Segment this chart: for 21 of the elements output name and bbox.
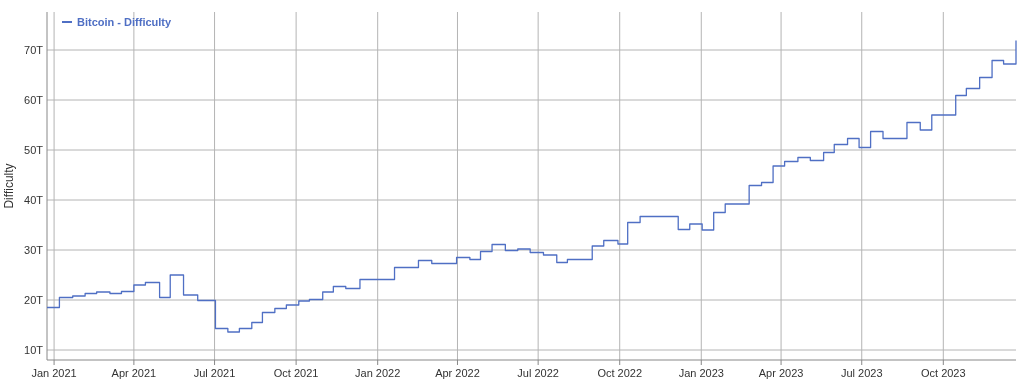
y-tick-label: 50T [24,144,44,156]
x-tick-label: Apr 2022 [435,367,480,379]
x-tick-label: Jan 2021 [31,367,77,379]
x-tick-label: Jul 2023 [840,367,883,379]
x-tick-label: Jul 2022 [517,367,559,379]
y-tick-label: 10T [24,344,44,356]
y-tick-label: 40T [24,194,44,206]
x-tick-label: Oct 2022 [597,367,643,379]
x-tick-label: Jan 2023 [678,367,724,379]
x-tick-label: Apr 2021 [111,367,157,379]
x-tick-label: Oct 2021 [273,367,319,379]
x-tick-label: Jan 2022 [355,367,401,379]
x-tick-label: Apr 2023 [758,367,804,379]
legend-label: Bitcoin - Difficulty [77,16,172,28]
y-tick-label: 20T [24,294,44,306]
y-tick-label: 70T [24,44,44,56]
x-tick-label: Jul 2021 [193,367,236,379]
x-tick-label: Oct 2023 [920,367,966,379]
y-tick-label: 60T [24,94,44,106]
y-tick-label: 30T [24,244,44,256]
y-axis-title: Difficulty [2,163,16,209]
